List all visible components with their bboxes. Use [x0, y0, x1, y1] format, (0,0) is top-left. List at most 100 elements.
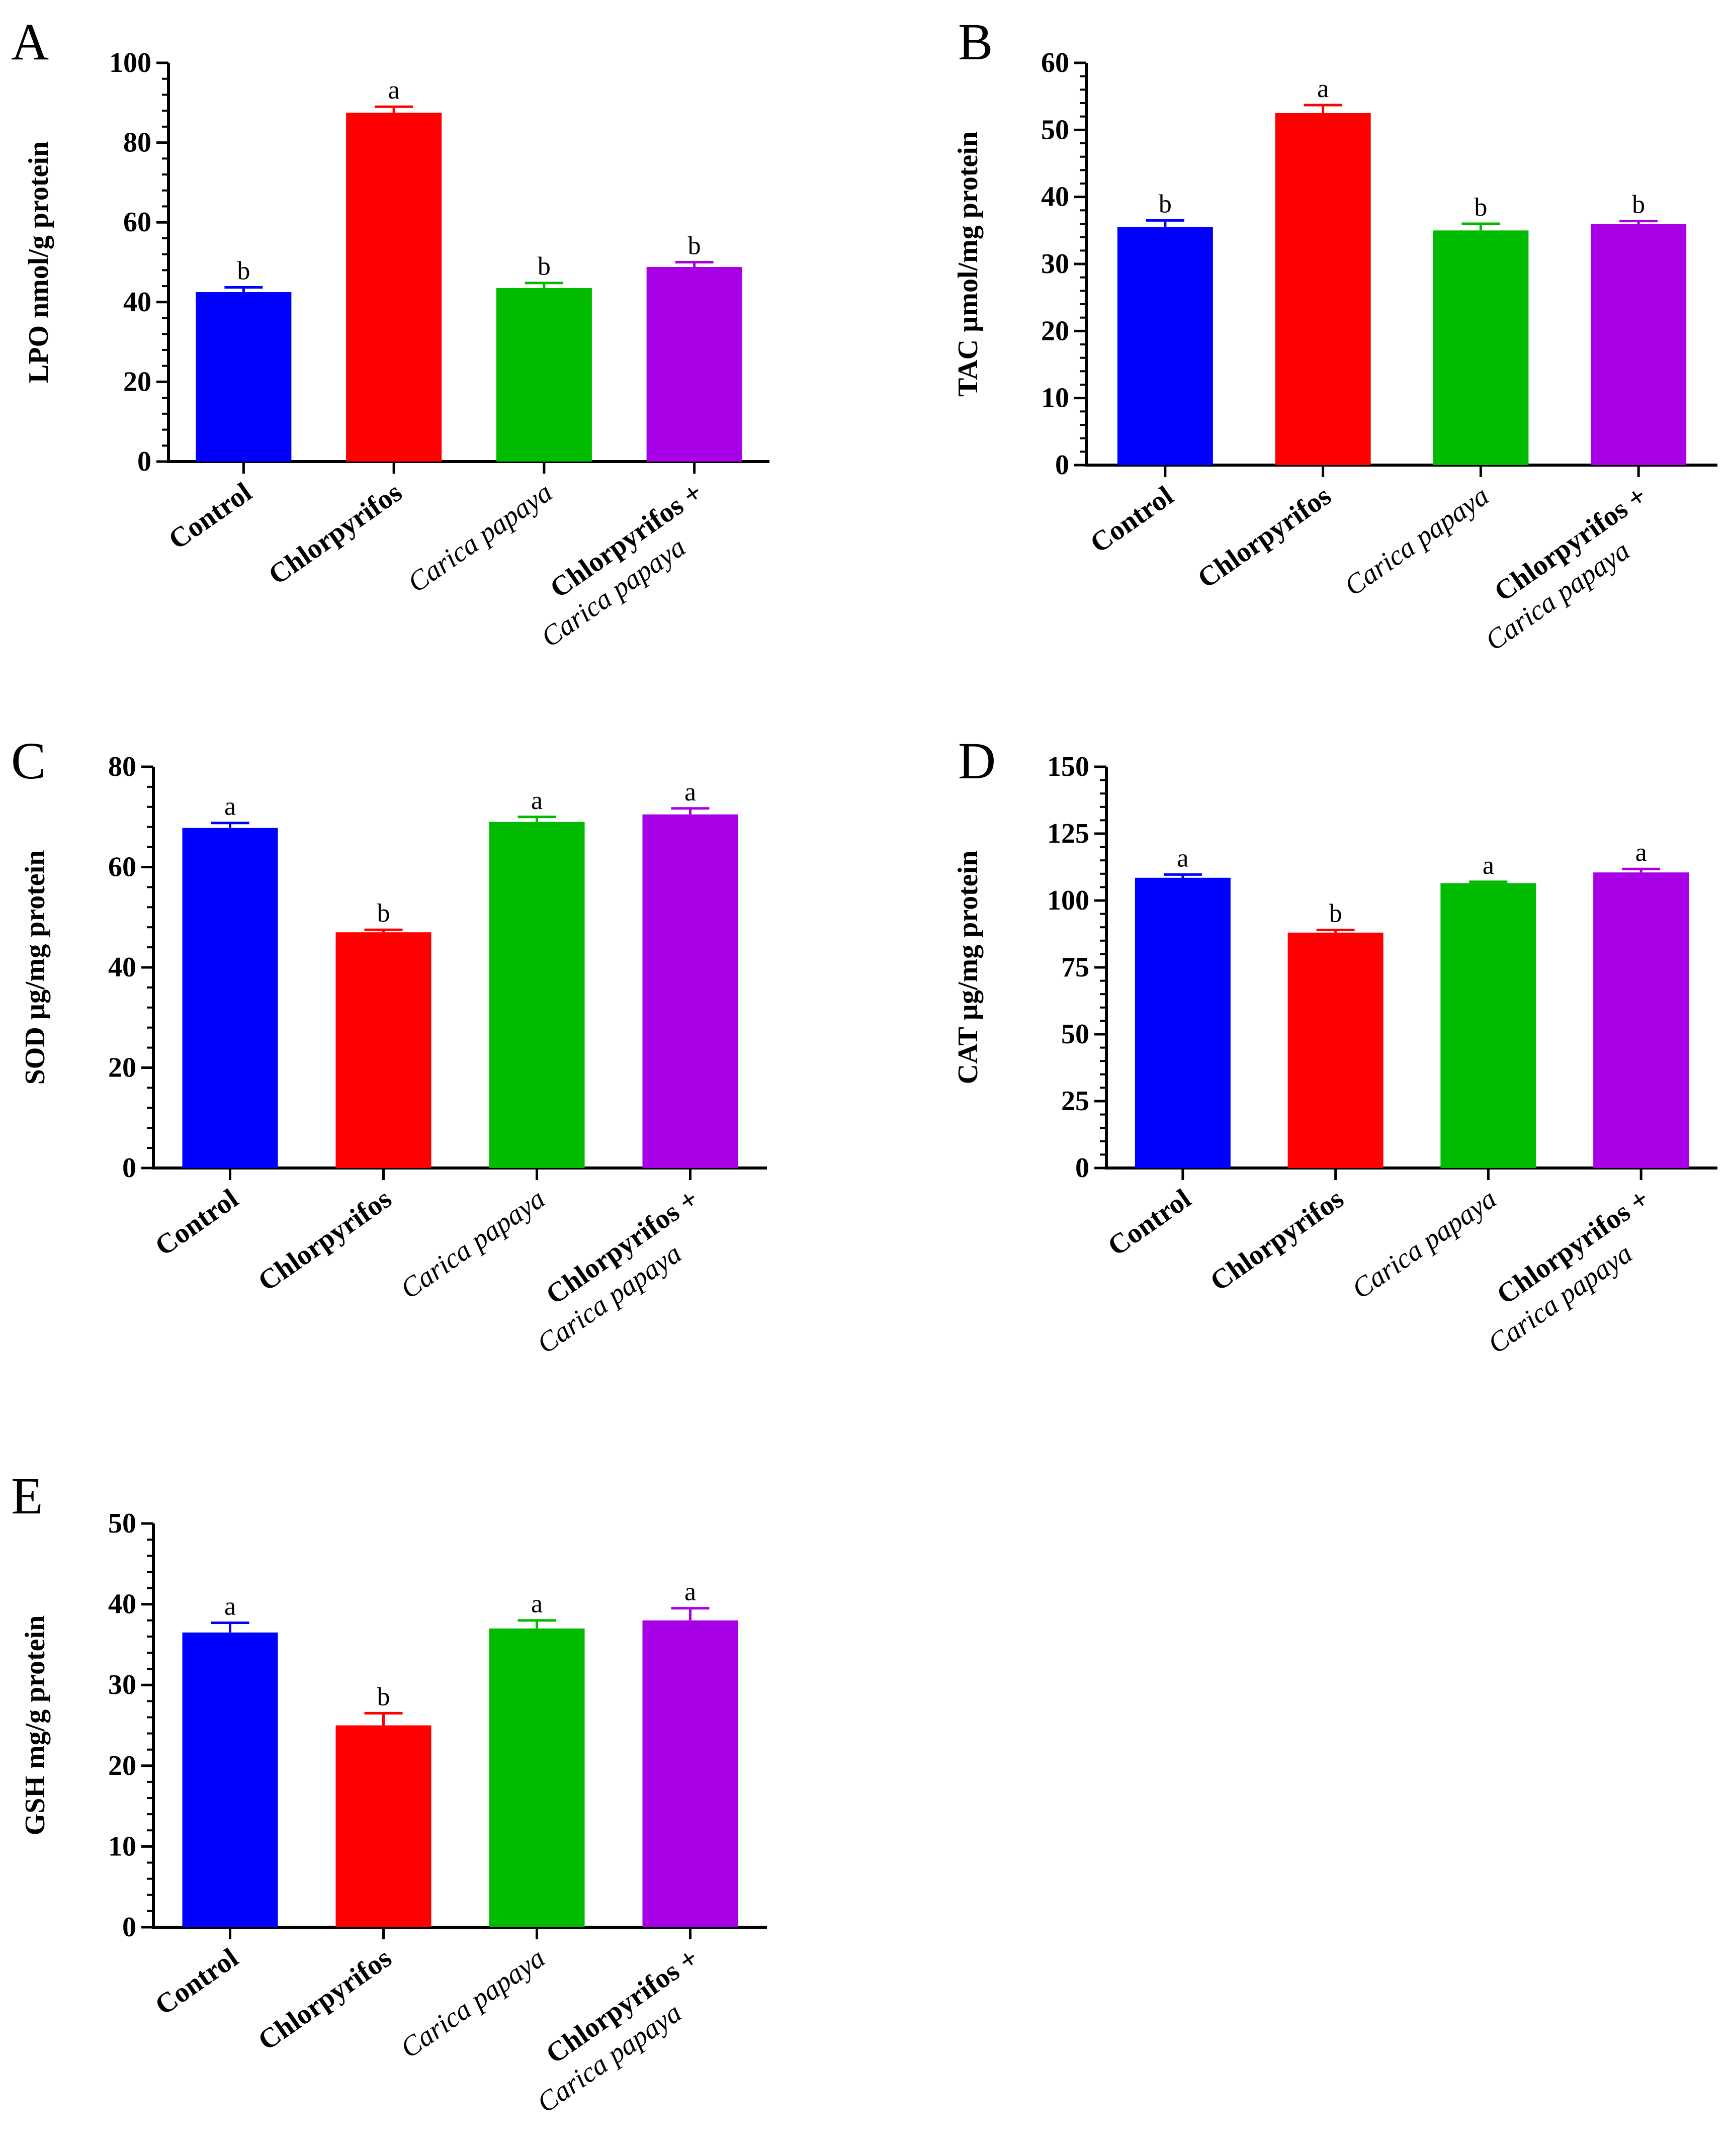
y-tick-label-c: 60	[108, 852, 136, 883]
x-category-label-a-carica: Carica papaya	[402, 477, 558, 599]
y-tick-label-b: 40	[1041, 182, 1069, 213]
x-category-label-e-carica: Carica papaya	[395, 1942, 551, 2064]
panel-letter-b: B	[958, 13, 993, 71]
bar-c-carica	[489, 822, 585, 1168]
y-tick-label-a: 20	[123, 366, 151, 397]
bar-b-control	[1117, 227, 1213, 465]
bar-e-carica	[489, 1628, 585, 1927]
x-category-label-e-control: Control	[149, 1942, 244, 2021]
y-axis-title-a: LPO nmol/g protein	[23, 141, 54, 383]
y-tick-label-d: 100	[1047, 885, 1089, 916]
x-category-label-a-chlorpyrifos: Chlorpyrifos	[263, 477, 408, 591]
significance-label-b-chlorpyrifos: a	[1317, 74, 1329, 103]
y-axis-title-e: GSH mg/g protein	[20, 1615, 51, 1836]
y-tick-label-b: 20	[1041, 315, 1069, 346]
significance-label-a-carica: b	[538, 252, 551, 281]
significance-label-d-chlorpyrifos: b	[1329, 900, 1342, 928]
significance-label-c-chlorpyrifos: b	[377, 899, 390, 928]
significance-label-e-combo: a	[684, 1578, 696, 1606]
panel-letter-c: C	[11, 732, 46, 790]
x-category-label-b-control: Control	[1085, 480, 1179, 559]
bar-b-combo	[1591, 224, 1687, 465]
significance-label-b-carica: b	[1474, 193, 1487, 222]
panel-letter-e: E	[11, 1467, 43, 1525]
significance-label-e-control: a	[224, 1592, 236, 1621]
y-tick-label-e: 30	[108, 1669, 136, 1700]
bar-d-chlorpyrifos	[1287, 932, 1384, 1168]
significance-label-a-chlorpyrifos: a	[388, 76, 400, 105]
y-tick-label-c: 0	[122, 1152, 136, 1184]
bar-c-chlorpyrifos	[335, 932, 431, 1168]
panel-letter-d: D	[958, 732, 996, 790]
x-category-label-b-chlorpyrifos: Chlorpyrifos	[1192, 480, 1337, 594]
significance-label-c-control: a	[224, 792, 236, 821]
y-tick-label-d: 50	[1061, 1019, 1089, 1050]
significance-label-b-control: b	[1159, 190, 1172, 218]
significance-label-c-carica: a	[531, 786, 543, 815]
bar-c-control	[182, 828, 278, 1168]
bar-b-carica	[1433, 230, 1529, 465]
y-tick-label-a: 40	[123, 287, 151, 318]
x-category-label-c-carica: Carica papaya	[395, 1183, 551, 1305]
significance-label-b-combo: b	[1632, 191, 1645, 219]
bar-a-combo	[646, 267, 742, 462]
y-tick-label-e: 20	[108, 1750, 136, 1781]
bar-a-control	[196, 292, 292, 462]
chart-panel-d: D CAT µg/mg protein 0 25 50 75 100 125 150 a Contr…	[953, 732, 1717, 1360]
y-axis-title-d: CAT µg/mg protein	[953, 851, 984, 1085]
bar-c-combo	[642, 814, 738, 1168]
bar-b-chlorpyrifos	[1275, 113, 1371, 465]
y-tick-label-b: 50	[1041, 114, 1069, 145]
y-tick-label-e: 40	[108, 1589, 136, 1620]
x-category-label-d-chlorpyrifos: Chlorpyrifos	[1204, 1183, 1349, 1297]
significance-label-a-combo: b	[688, 232, 701, 260]
y-tick-label-b: 0	[1055, 450, 1069, 481]
significance-label-d-combo: a	[1635, 838, 1647, 867]
y-tick-label-d: 75	[1061, 952, 1089, 983]
x-category-label-c-chlorpyrifos: Chlorpyrifos	[252, 1183, 397, 1297]
y-axis-title-b: TAC µmol/mg protein	[953, 131, 984, 397]
bar-e-chlorpyrifos	[335, 1725, 431, 1927]
y-tick-label-d: 125	[1047, 818, 1089, 849]
x-category-label-d-carica: Carica papaya	[1346, 1183, 1502, 1305]
significance-label-d-control: a	[1177, 844, 1188, 872]
significance-label-e-chlorpyrifos: b	[377, 1682, 390, 1711]
y-tick-label-b: 30	[1041, 248, 1069, 280]
bar-d-control	[1135, 877, 1231, 1168]
panel-letter-a: A	[11, 13, 49, 71]
x-category-label-c-control: Control	[149, 1183, 244, 1262]
x-category-label-e-chlorpyrifos: Chlorpyrifos	[252, 1942, 397, 2056]
y-axis-title-c: SOD µg/mg protein	[20, 850, 51, 1085]
y-tick-label-e: 0	[122, 1912, 136, 1943]
chart-panel-a: A LPO nmol/g protein 0 20 40 60 80 100 b Control a…	[11, 13, 769, 653]
bar-d-carica	[1440, 883, 1536, 1168]
y-tick-label-c: 20	[108, 1052, 136, 1084]
x-category-label-b-carica: Carica papaya	[1339, 480, 1495, 602]
y-tick-label-a: 100	[109, 47, 151, 78]
bar-e-control	[182, 1632, 278, 1927]
y-tick-label-e: 50	[108, 1508, 136, 1539]
bar-d-combo	[1593, 872, 1689, 1168]
chart-panel-b: B TAC µmol/mg protein 0 10 20 30 40 50 60 b Contro…	[953, 13, 1717, 657]
y-tick-label-a: 60	[123, 207, 151, 238]
y-tick-label-b: 60	[1041, 47, 1069, 78]
y-tick-label-a: 0	[137, 446, 151, 477]
significance-label-c-combo: a	[684, 778, 696, 806]
x-category-label-d-control: Control	[1102, 1183, 1197, 1262]
bar-a-carica	[496, 288, 592, 462]
y-tick-label-c: 80	[108, 751, 136, 782]
significance-label-a-control: b	[237, 256, 250, 285]
y-tick-label-a: 80	[123, 127, 151, 158]
bar-e-combo	[642, 1620, 738, 1927]
chart-panel-e: E GSH mg/g protein 0 10 20 30 40 50 a Control b Chl…	[11, 1467, 767, 2119]
x-category-label-a-control: Control	[163, 477, 257, 556]
y-tick-label-b: 10	[1041, 383, 1069, 414]
y-tick-label-e: 10	[108, 1831, 136, 1862]
y-tick-label-d: 0	[1075, 1152, 1089, 1184]
significance-label-e-carica: a	[531, 1590, 543, 1619]
y-tick-label-d: 150	[1047, 751, 1089, 782]
y-tick-label-c: 40	[108, 952, 136, 983]
bar-a-chlorpyrifos	[346, 113, 442, 462]
chart-panel-c: C SOD µg/mg protein 0 20 40 60 80 a Control b Chlo…	[11, 732, 767, 1360]
